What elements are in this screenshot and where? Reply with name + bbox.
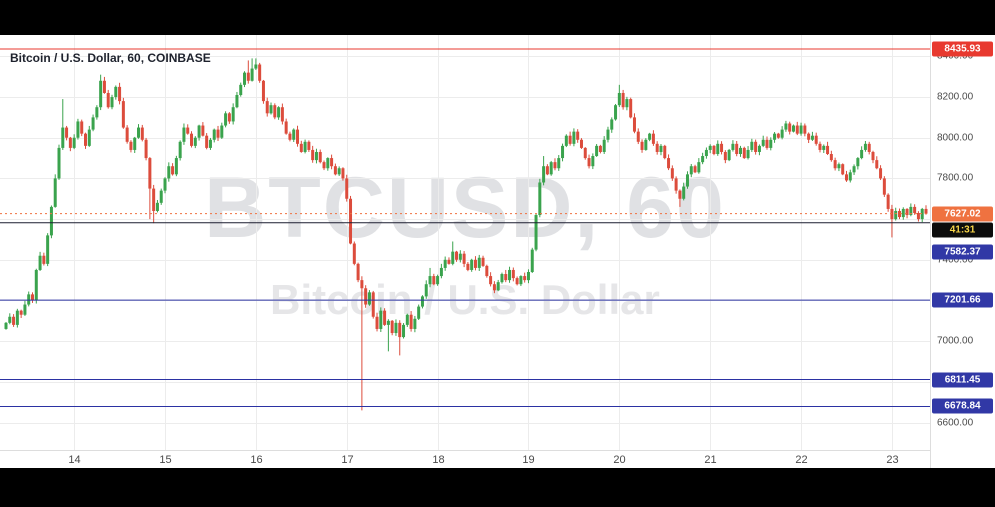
countdown-badge[interactable]: 41:31	[932, 222, 993, 238]
price-level-badge[interactable]: 6811.45	[932, 372, 993, 388]
symbol-title[interactable]: Bitcoin / U.S. Dollar, 60, COINBASE	[10, 51, 211, 65]
time-axis-label: 21	[704, 454, 717, 466]
price-level-badge[interactable]: 8435.93	[932, 41, 993, 57]
price-tick-label: 8200.00	[937, 91, 974, 103]
candles	[4, 58, 928, 411]
time-axis-label: 22	[795, 454, 808, 466]
last-price-badge: 7627.02	[932, 206, 993, 222]
time-axis-label: 15	[159, 454, 172, 466]
time-axis-label: 17	[341, 454, 354, 466]
time-axis-label: 14	[68, 454, 81, 466]
price-tick-label: 7000.00	[937, 335, 974, 347]
top-chrome-bar	[0, 0, 995, 35]
time-axis-label: 16	[250, 454, 263, 466]
time-axis[interactable]: 14 15 16 17 18 19 20 21 22 23	[0, 450, 930, 469]
time-axis-label: 20	[613, 454, 626, 466]
price-level-badge[interactable]: 7582.37	[932, 244, 993, 260]
chart-pane[interactable]: BTCUSD, 60 Bitcoin / U.S. Dollar Bitcoin…	[0, 35, 930, 450]
price-tick-label: 8000.00	[937, 132, 974, 144]
price-level-badge[interactable]: 6678.84	[932, 398, 993, 414]
price-level-badge[interactable]: 7201.66	[932, 292, 993, 308]
time-axis-label: 18	[432, 454, 445, 466]
time-axis-label: 23	[886, 454, 899, 466]
candlestick-plot[interactable]	[0, 35, 930, 450]
grid-lines	[0, 35, 930, 450]
bottom-chrome-bar	[0, 468, 995, 507]
price-axis[interactable]: 8400.008200.008000.007800.007600.007400.…	[930, 35, 995, 468]
price-tick-label: 7400.00	[937, 254, 974, 266]
price-tick-label: 6600.00	[937, 417, 974, 429]
price-tick-label: 7800.00	[937, 172, 974, 184]
time-axis-label: 19	[522, 454, 535, 466]
